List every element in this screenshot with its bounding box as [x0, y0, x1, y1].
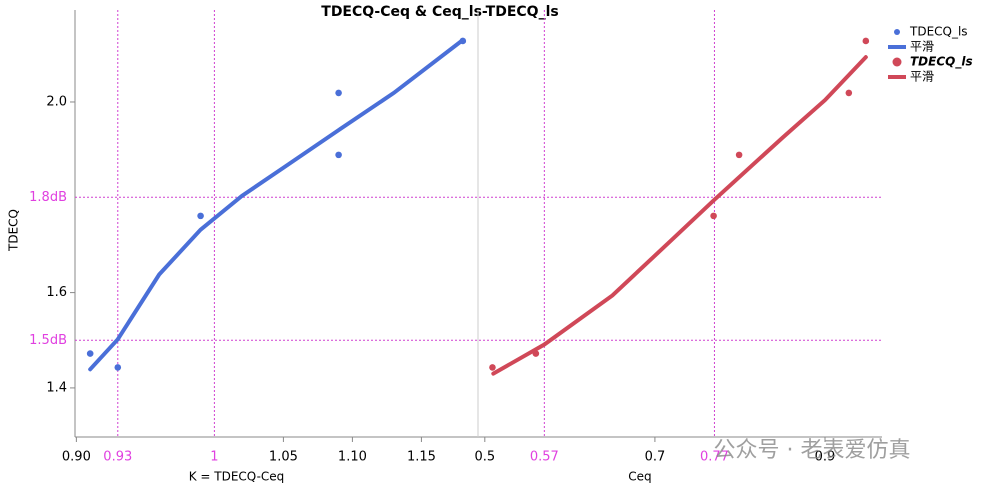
x-tick-label: 1.10 — [338, 450, 367, 465]
x-axis-label: Ceq — [628, 470, 651, 484]
point — [86, 350, 94, 357]
x-tick-label: 1.15 — [407, 450, 436, 465]
legend-swatch — [894, 29, 900, 35]
y-tick-label: 2.0 — [46, 94, 67, 109]
y-ref-label: 1.5dB — [29, 333, 67, 348]
point — [114, 364, 122, 371]
legend-label: TDECQ_ls — [909, 25, 968, 39]
smooth-line — [491, 55, 868, 376]
y-tick-label: 1.6 — [46, 285, 67, 300]
x-axis-label: K = TDECQ-Ceq — [189, 470, 285, 484]
point — [335, 151, 342, 159]
point — [845, 89, 853, 97]
x-tick-label: 0.9 — [815, 450, 836, 465]
y-tick-label: 1.4 — [46, 380, 67, 395]
x-ref-label: 0.57 — [530, 450, 559, 465]
legend-label: 平滑 — [910, 70, 934, 84]
point — [489, 364, 496, 371]
x-tick-label: 0.7 — [645, 450, 666, 465]
point — [735, 151, 743, 159]
point — [335, 89, 342, 97]
x-tick-label: 1.05 — [269, 450, 298, 465]
point — [197, 212, 204, 220]
legend-label: TDECQ_ls — [910, 55, 973, 70]
point — [862, 37, 870, 45]
x-ref-label: 1 — [210, 450, 218, 465]
legend-label: 平滑 — [910, 40, 934, 54]
x-ref-label: 0.93 — [103, 450, 132, 465]
x-tick-label: 0.90 — [62, 450, 91, 465]
y-ref-label: 1.8dB — [29, 190, 67, 205]
watermark: 公众号 · 老表爱仿真 — [714, 438, 911, 463]
x-ref-label: 0.77 — [700, 450, 729, 465]
smooth-line — [88, 38, 465, 372]
x-tick-label: 0.5 — [474, 450, 495, 465]
chart-title: TDECQ-Ceq & Ceq_ls-TDECQ_ls — [321, 4, 558, 20]
y-axis-label: TDECQ — [7, 209, 21, 252]
point — [710, 212, 717, 220]
legend-swatch — [892, 57, 902, 67]
